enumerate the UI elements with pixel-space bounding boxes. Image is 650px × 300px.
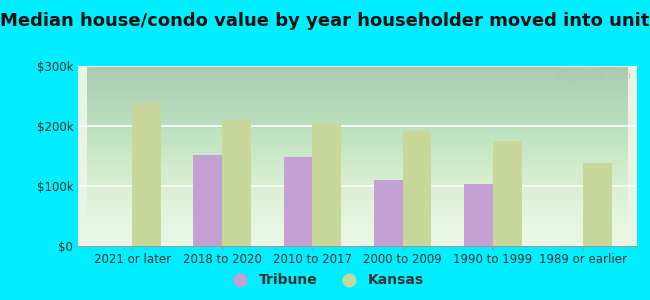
Bar — [194, 155, 222, 246]
Bar — [132, 103, 161, 246]
Bar — [374, 180, 402, 246]
Bar — [493, 141, 521, 246]
Bar — [222, 120, 251, 246]
Text: City-Data.com: City-Data.com — [557, 71, 631, 81]
Bar — [283, 157, 313, 246]
Bar — [402, 131, 432, 246]
Bar — [464, 184, 493, 246]
Legend: Tribune, Kansas: Tribune, Kansas — [220, 268, 430, 293]
Bar — [583, 163, 612, 246]
Bar — [313, 123, 341, 246]
Text: Median house/condo value by year householder moved into unit: Median house/condo value by year househo… — [0, 12, 650, 30]
